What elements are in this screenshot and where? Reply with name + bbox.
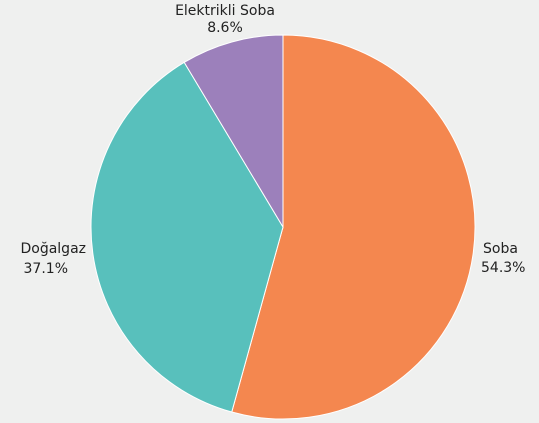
pie-slice-dogalgaz <box>90 61 284 413</box>
slice-value-elektrikli-soba: 8.6% <box>207 20 243 36</box>
pie-labels: Soba 54.3% Doğalgaz 37.1% Elektrikli Sob… <box>20 3 525 277</box>
slice-value-dogalgaz: 37.1% <box>24 261 68 277</box>
slice-label-soba: Soba <box>483 241 518 257</box>
pie-slices <box>90 34 476 420</box>
slice-label-elektrikli-soba: Elektrikli Soba <box>175 3 275 19</box>
slice-label-dogalgaz: Doğalgaz <box>20 241 86 257</box>
pie-slice-elektrikli-soba <box>183 34 284 229</box>
slice-value-soba: 54.3% <box>481 260 525 276</box>
pie-slice-soba <box>231 34 476 420</box>
